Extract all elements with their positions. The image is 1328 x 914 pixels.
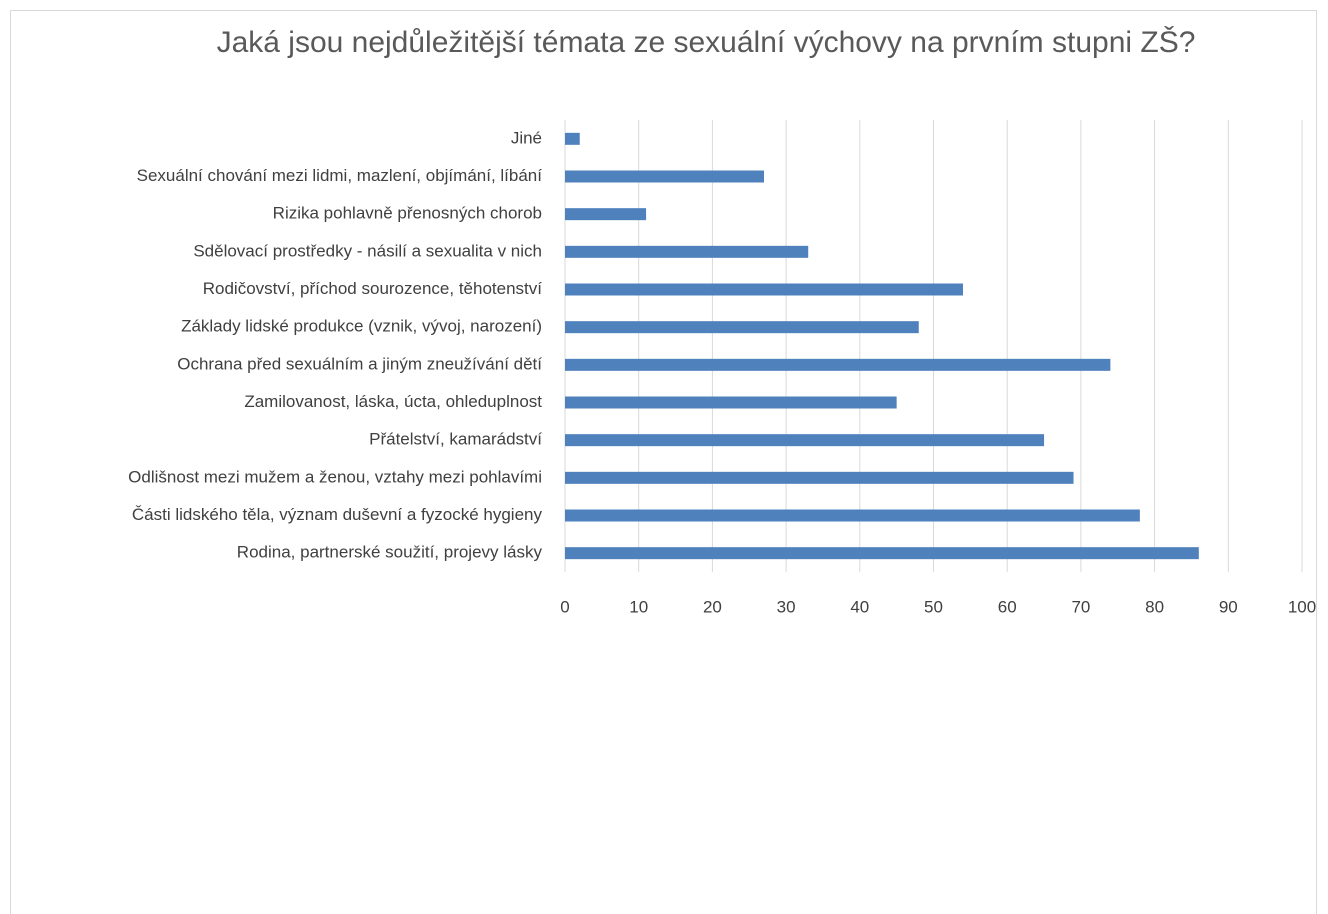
- chart-title: Jaká jsou nejdůležitější témata ze sexuá…: [216, 26, 1196, 59]
- bar: [565, 283, 963, 296]
- x-tick-label: 20: [703, 597, 722, 616]
- y-tick-label: Zamilovanost, láska, úcta, ohleduplnost: [244, 392, 542, 411]
- bar: [565, 471, 1074, 484]
- y-tick-label: Rodina, partnerské soužití, projevy lásk…: [237, 543, 543, 562]
- y-tick-label: Ochrana před sexuálním a jiným zneužíván…: [177, 354, 542, 373]
- bar: [565, 245, 809, 258]
- x-tick-label: 30: [777, 597, 796, 616]
- x-tick-label: 50: [924, 597, 943, 616]
- y-tick-label: Základy lidské produkce (vznik, vývoj, n…: [181, 317, 542, 336]
- x-tick-label: 90: [1219, 597, 1238, 616]
- x-tick-label: 80: [1145, 597, 1164, 616]
- x-tick-label: 70: [1071, 597, 1090, 616]
- x-tick-label: 100: [1288, 597, 1316, 616]
- chart-frame: [10, 10, 1317, 914]
- bar: [565, 321, 919, 334]
- bar: [565, 132, 580, 145]
- y-tick-label: Jiné: [511, 128, 542, 147]
- bar: [565, 358, 1111, 371]
- x-tick-label: 40: [850, 597, 869, 616]
- y-tick-label: Sdělovací prostředky - násilí a sexualit…: [193, 241, 542, 260]
- bar: [565, 547, 1199, 560]
- bar: [565, 208, 647, 221]
- bar: [565, 396, 897, 409]
- x-tick-label: 0: [560, 597, 569, 616]
- bar: [565, 434, 1045, 447]
- y-tick-label: Části lidského těla, význam duševní a fy…: [132, 505, 543, 524]
- y-tick-label: Odlišnost mezi mužem a ženou, vztahy mez…: [128, 467, 542, 486]
- x-tick-label: 60: [998, 597, 1017, 616]
- y-tick-label: Sexuální chování mezi lidmi, mazlení, ob…: [137, 166, 543, 185]
- bar: [565, 509, 1140, 522]
- x-tick-label: 10: [629, 597, 648, 616]
- y-tick-label: Přátelství, kamarádství: [369, 430, 542, 449]
- y-tick-label: Rodičovství, příchod sourozence, těhoten…: [203, 279, 543, 298]
- y-tick-label: Rizika pohlavně přenosných chorob: [273, 204, 542, 223]
- bar: [565, 170, 764, 183]
